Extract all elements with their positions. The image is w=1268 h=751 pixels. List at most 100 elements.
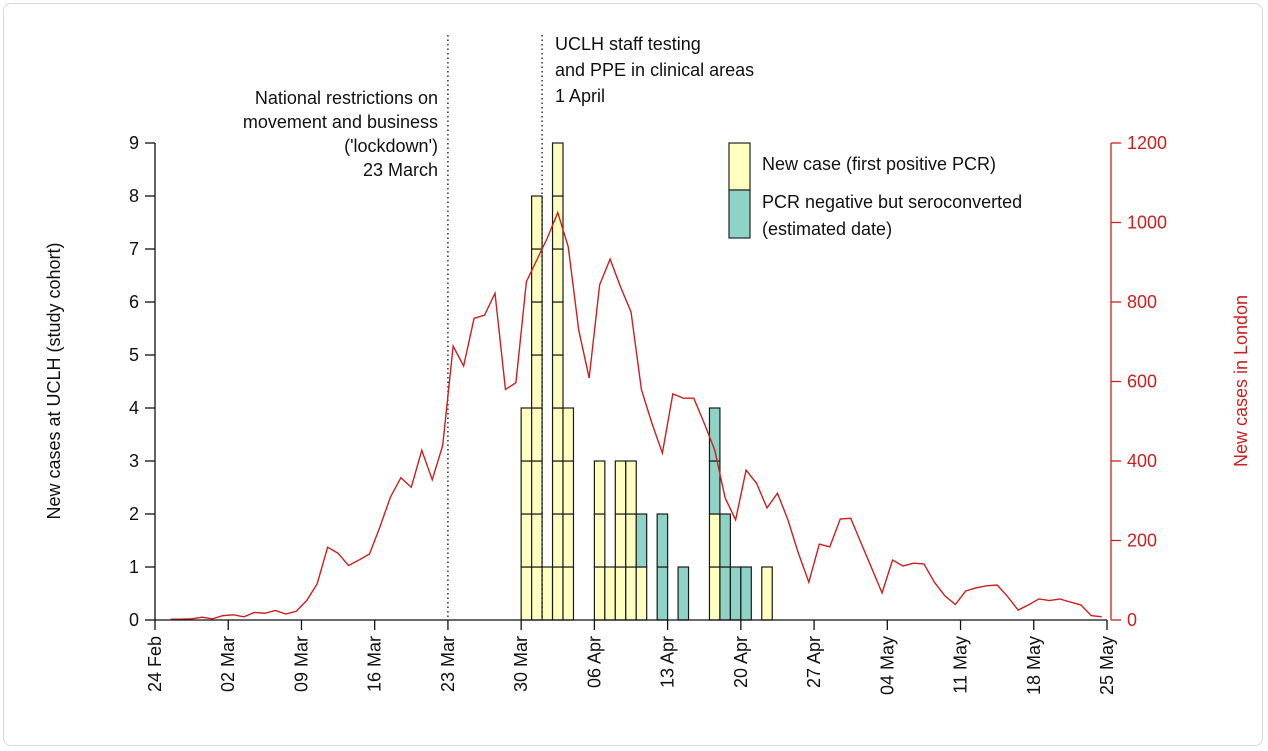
annotation-staff-testing-3: 1 April [555,86,605,106]
bar-seroconverted [719,566,731,621]
bar-new-case [531,407,543,462]
legend-swatch-new-case [728,142,751,191]
bar-new-case [520,407,533,462]
bar-new-case [520,513,533,568]
london-cases-line [170,210,1102,620]
x-axis-tick-label: 16 Mar [365,636,385,692]
x-axis-tick-label: 30 Mar [511,636,531,692]
bar-new-case [614,460,627,515]
bar-new-case [761,566,773,621]
left-axis-tick-label: 6 [129,292,139,312]
left-axis-tick-label: 1 [129,557,139,577]
legend-swatch-seroconverted [728,189,751,239]
right-axis-tick-label: 1000 [1127,213,1167,233]
right-axis-tick-label: 0 [1127,610,1137,630]
bar-new-case [593,460,606,515]
left-axis-tick-label: 4 [129,398,139,418]
left-axis-tick-label: 3 [129,451,139,471]
legend-label-sero-1: PCR negative but seroconverted [762,192,1022,212]
left-axis-title: New cases at UCLH (study cohort) [44,242,64,519]
legend-label-sero-2: (estimated date) [762,219,892,239]
bar-new-case [541,566,554,621]
bar-new-case [531,460,543,515]
x-axis-tick-label: 11 May [951,636,971,694]
bar-new-case [708,566,721,621]
bar-new-case [551,301,564,356]
bar-new-case [531,195,543,250]
annotation-lockdown-3: ('lockdown') [344,136,438,156]
bar-new-case [531,513,543,568]
right-axis-tick-label: 1200 [1127,133,1167,153]
right-axis-tick-label: 600 [1127,372,1157,392]
bar-seroconverted [719,513,731,568]
bar-new-case [562,460,575,515]
bar-new-case [551,354,564,409]
bar-new-case [531,248,543,303]
bar-new-case [708,513,721,568]
bar-seroconverted [740,566,752,621]
x-axis-tick-label: 06 Apr [584,636,604,688]
bar-seroconverted [656,566,669,621]
bar-new-case [551,566,564,621]
bar-new-case [625,566,637,621]
bar-new-case [551,513,564,568]
left-axis-tick-label: 7 [129,239,139,259]
london-line-layer [170,210,1102,620]
bar-new-case [562,513,575,568]
bar-seroconverted [708,407,721,462]
bar-new-case [520,566,533,621]
x-axis-tick-label: 18 May [1024,636,1044,695]
bar-new-case [635,566,648,621]
bar-seroconverted [635,513,648,568]
axes-layer: 0 1 2 3 4 5 6 7 8 9 0 200 400 600 800 1000 1200 24 Feb 02 … [129,133,1167,695]
bar-new-case [614,566,627,621]
bar-new-case [604,566,616,621]
legend-label-new-case: New case (first positive PCR) [762,154,996,174]
annotation-lockdown-2: movement and business [243,112,438,132]
right-axis-tick-label: 400 [1127,451,1157,471]
bar-new-case [551,142,564,197]
x-axis-tick-label: 23 Mar [438,636,458,692]
annotation-lockdown-1: National restrictions on [255,88,438,108]
left-axis-tick-label: 2 [129,504,139,524]
bar-new-case [625,460,637,515]
bar-new-case [520,460,533,515]
x-axis-tick-label: 25 May [1097,636,1117,695]
bar-new-case [625,513,637,568]
annotation-staff-testing-1: UCLH staff testing [555,34,701,54]
bar-seroconverted [656,513,669,568]
left-axis-tick-label: 8 [129,186,139,206]
left-axis-tick-label: 0 [129,610,139,630]
x-axis-tick-label: 20 Apr [731,636,751,688]
bar-new-case [562,407,575,462]
bar-new-case [551,460,564,515]
annotation-staff-testing-2: and PPE in clinical areas [555,60,754,80]
bar-seroconverted [677,566,690,621]
left-axis-tick-label: 9 [129,133,139,153]
right-axis-title: New cases in London [1231,295,1251,467]
bar-new-case [531,301,543,356]
bar-new-case [551,248,564,303]
right-axis-tick-label: 800 [1127,292,1157,312]
left-axis-tick-label: 5 [129,345,139,365]
annotation-lockdown-4: 23 March [363,160,438,180]
bar-new-case [593,566,606,621]
x-axis-tick-label: 13 Apr [658,636,678,688]
x-axis-tick-label: 09 Mar [291,636,311,692]
bar-new-case [531,354,543,409]
bar-new-case [531,566,543,621]
x-axis-tick-label: 27 Apr [804,636,824,688]
x-axis-tick-label: 02 Mar [218,636,238,692]
annotation-lines [447,35,543,620]
chart-frame [3,3,1263,746]
x-axis-tick-label: 24 Feb [145,636,165,692]
bar-new-case [562,566,575,621]
x-axis-tick-label: 04 May [877,636,897,695]
right-axis-tick-label: 200 [1127,531,1157,551]
bar-new-case [551,407,564,462]
bar-new-case [614,513,627,568]
bar-new-case [593,513,606,568]
bar-seroconverted [729,566,742,621]
